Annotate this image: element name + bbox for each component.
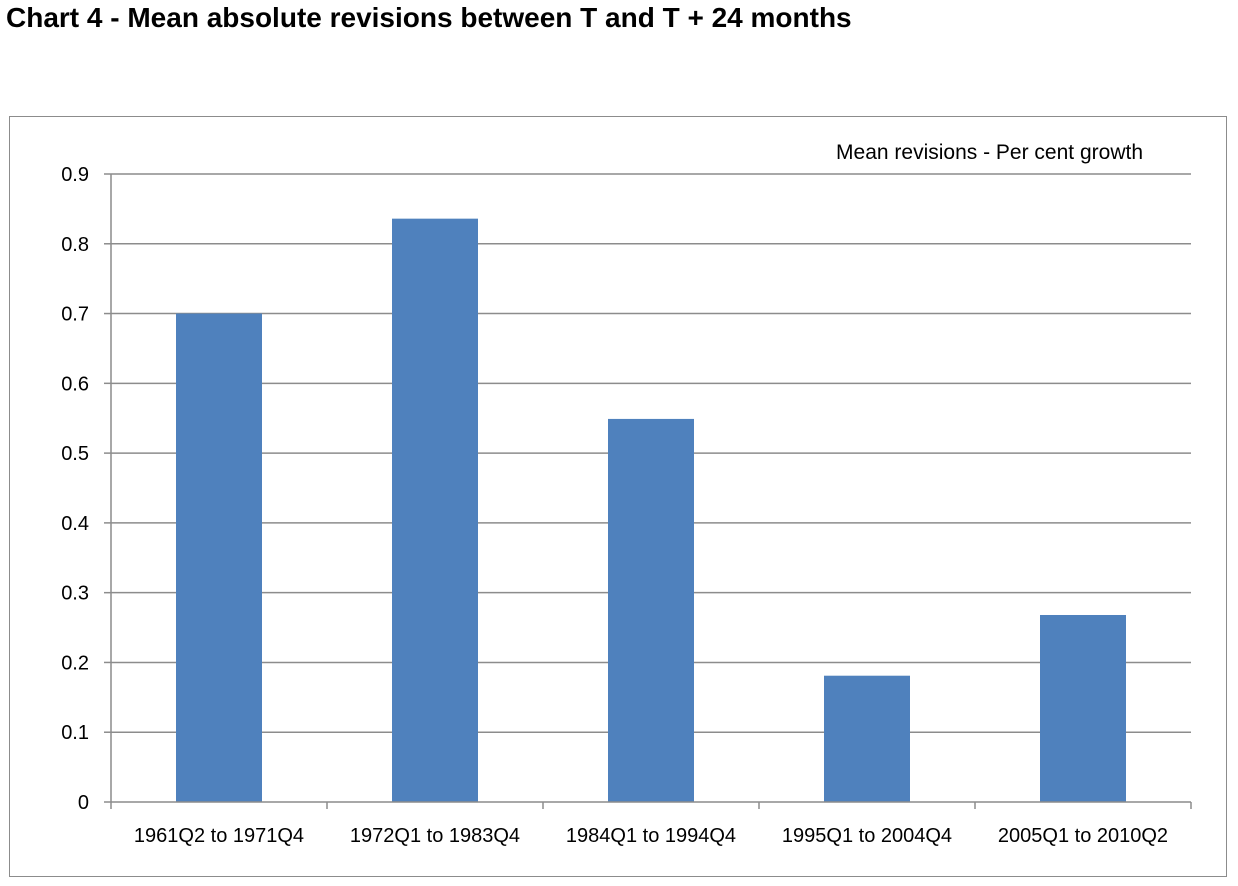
y-tick-label: 0.3 — [61, 583, 89, 605]
chart-frame — [9, 116, 1227, 877]
x-category-label: 2005Q1 to 2010Q2 — [998, 825, 1168, 847]
y-tick-label: 0.7 — [61, 304, 89, 326]
y-tick-label: 0.5 — [61, 443, 89, 465]
y-tick-label: 0.9 — [61, 164, 89, 186]
x-category-labels: 1961Q2 to 1971Q4 1972Q1 to 1983Q4 1984Q1 t… — [134, 825, 1168, 847]
page-title: Chart 4 - Mean absolute revisions betwee… — [6, 2, 852, 33]
y-tick-label: 0.1 — [61, 722, 89, 744]
y-tick-label: 0.8 — [61, 234, 89, 256]
y-tick-label: 0.2 — [61, 652, 89, 674]
x-category-label: 1995Q1 to 2004Q4 — [782, 825, 952, 847]
x-category-label: 1972Q1 to 1983Q4 — [350, 825, 520, 847]
chart-annotation: Mean revisions - Per cent growth — [836, 141, 1143, 164]
y-tick-label: 0 — [78, 792, 89, 814]
y-tick-label: 0.6 — [61, 373, 89, 395]
bar — [392, 218, 478, 802]
bars — [176, 218, 1126, 802]
bar — [824, 675, 910, 802]
axes — [110, 174, 1192, 809]
x-category-label: 1961Q2 to 1971Q4 — [134, 825, 304, 847]
x-category-label: 1984Q1 to 1994Q4 — [566, 825, 736, 847]
bar — [1040, 614, 1126, 802]
y-tick-label: 0.4 — [61, 513, 89, 535]
bar — [608, 418, 694, 802]
y-tick-labels: 0 0.1 0.2 0.3 0.4 0.5 0.6 0.7 0.8 0.9 — [61, 164, 89, 814]
bar — [176, 313, 262, 802]
